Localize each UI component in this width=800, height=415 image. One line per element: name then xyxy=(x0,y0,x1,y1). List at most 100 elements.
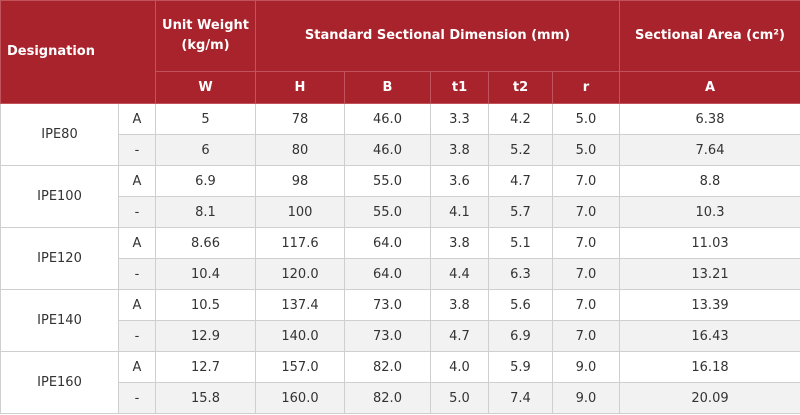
subheader-h: H xyxy=(255,71,345,104)
weight-cell: 6 xyxy=(155,134,256,166)
t2-cell: 6.3 xyxy=(488,258,553,290)
r-cell: 7.0 xyxy=(552,320,620,352)
area-cell: 7.64 xyxy=(619,134,800,166)
b-cell: 55.0 xyxy=(344,165,431,197)
t2-cell: 5.2 xyxy=(488,134,553,166)
variant-cell: - xyxy=(118,258,156,290)
t1-cell: 3.8 xyxy=(430,134,489,166)
area-cell: 13.39 xyxy=(619,289,800,321)
table-row: IPE100 A 6.9 98 55.0 3.6 4.7 7.0 8.8 xyxy=(0,165,800,228)
t2-cell: 7.4 xyxy=(488,382,553,414)
area-cell: 6.38 xyxy=(619,103,800,135)
t1-cell: 4.1 xyxy=(430,196,489,228)
table-row: - 8.1 100 55.0 4.1 5.7 7.0 10.3 xyxy=(1,196,800,228)
r-cell: 9.0 xyxy=(552,382,620,414)
subheader-a: A xyxy=(619,71,800,104)
table-body: IPE80 A 5 78 46.0 3.3 4.2 5.0 6.38 - 6 8… xyxy=(0,103,800,414)
area-cell: 8.8 xyxy=(619,165,800,197)
subheader-b: B xyxy=(344,71,431,104)
subheader-r: r xyxy=(552,71,620,104)
t1-cell: 4.0 xyxy=(430,351,489,383)
t2-cell: 6.9 xyxy=(488,320,553,352)
variant-cell: - xyxy=(118,320,156,352)
weight-cell: 12.9 xyxy=(155,320,256,352)
weight-cell: 5 xyxy=(155,103,256,135)
r-cell: 7.0 xyxy=(552,227,620,259)
b-cell: 55.0 xyxy=(344,196,431,228)
t1-cell: 3.8 xyxy=(430,289,489,321)
table-row: - 12.9 140.0 73.0 4.7 6.9 7.0 16.43 xyxy=(1,320,800,352)
designation-cell: IPE100 xyxy=(0,165,119,228)
weight-cell: 6.9 xyxy=(155,165,256,197)
t2-cell: 5.6 xyxy=(488,289,553,321)
b-cell: 46.0 xyxy=(344,134,431,166)
h-cell: 78 xyxy=(255,103,345,135)
t1-cell: 3.3 xyxy=(430,103,489,135)
t1-cell: 3.8 xyxy=(430,227,489,259)
designation-cell: IPE120 xyxy=(0,227,119,290)
designation-cell: IPE80 xyxy=(0,103,119,166)
header-standard-dimension: Standard Sectional Dimension (mm) xyxy=(255,0,620,72)
r-cell: 9.0 xyxy=(552,351,620,383)
variant-cell: A xyxy=(118,289,156,321)
variant-cell: - xyxy=(118,382,156,414)
header-unit-weight: Unit Weight (kg/m) xyxy=(155,0,256,72)
variant-cell: A xyxy=(118,227,156,259)
t1-cell: 5.0 xyxy=(430,382,489,414)
variant-cell: A xyxy=(118,351,156,383)
header-designation: Designation xyxy=(0,0,156,104)
area-cell: 16.18 xyxy=(619,351,800,383)
r-cell: 5.0 xyxy=(552,103,620,135)
t2-cell: 5.9 xyxy=(488,351,553,383)
area-cell: 11.03 xyxy=(619,227,800,259)
table-row: - 10.4 120.0 64.0 4.4 6.3 7.0 13.21 xyxy=(1,258,800,290)
designation-cell: IPE160 xyxy=(0,351,119,414)
h-cell: 100 xyxy=(255,196,345,228)
h-cell: 160.0 xyxy=(255,382,345,414)
t1-cell: 3.6 xyxy=(430,165,489,197)
b-cell: 73.0 xyxy=(344,289,431,321)
weight-cell: 10.5 xyxy=(155,289,256,321)
t1-cell: 4.7 xyxy=(430,320,489,352)
subheader-w: W xyxy=(155,71,256,104)
weight-cell: 15.8 xyxy=(155,382,256,414)
header-sectional-area: Sectional Area (cm²) xyxy=(619,0,800,72)
h-cell: 98 xyxy=(255,165,345,197)
variant-cell: - xyxy=(118,196,156,228)
table-row: IPE160 A 12.7 157.0 82.0 4.0 5.9 9.0 16.… xyxy=(0,351,800,414)
r-cell: 7.0 xyxy=(552,165,620,197)
b-cell: 73.0 xyxy=(344,320,431,352)
r-cell: 7.0 xyxy=(552,258,620,290)
table-row: IPE140 A 10.5 137.4 73.0 3.8 5.6 7.0 13.… xyxy=(0,289,800,352)
table-row: IPE80 A 5 78 46.0 3.3 4.2 5.0 6.38 xyxy=(0,103,800,166)
weight-cell: 12.7 xyxy=(155,351,256,383)
b-cell: 46.0 xyxy=(344,103,431,135)
area-cell: 10.3 xyxy=(619,196,800,228)
subheader-t1: t1 xyxy=(430,71,489,104)
h-cell: 117.6 xyxy=(255,227,345,259)
b-cell: 64.0 xyxy=(344,227,431,259)
area-cell: 20.09 xyxy=(619,382,800,414)
variant-cell: - xyxy=(118,134,156,166)
area-cell: 13.21 xyxy=(619,258,800,290)
t2-cell: 4.7 xyxy=(488,165,553,197)
weight-cell: 8.1 xyxy=(155,196,256,228)
table-row: IPE120 A 8.66 117.6 64.0 3.8 5.1 7.0 11.… xyxy=(0,227,800,290)
t1-cell: 4.4 xyxy=(430,258,489,290)
r-cell: 5.0 xyxy=(552,134,620,166)
b-cell: 82.0 xyxy=(344,382,431,414)
t2-cell: 4.2 xyxy=(488,103,553,135)
h-cell: 157.0 xyxy=(255,351,345,383)
b-cell: 82.0 xyxy=(344,351,431,383)
table-row: - 15.8 160.0 82.0 5.0 7.4 9.0 20.09 xyxy=(1,382,800,414)
weight-cell: 8.66 xyxy=(155,227,256,259)
area-cell: 16.43 xyxy=(619,320,800,352)
t2-cell: 5.7 xyxy=(488,196,553,228)
table-row: - 6 80 46.0 3.8 5.2 5.0 7.64 xyxy=(1,134,800,166)
designation-cell: IPE140 xyxy=(0,289,119,352)
h-cell: 80 xyxy=(255,134,345,166)
b-cell: 64.0 xyxy=(344,258,431,290)
h-cell: 140.0 xyxy=(255,320,345,352)
h-cell: 120.0 xyxy=(255,258,345,290)
